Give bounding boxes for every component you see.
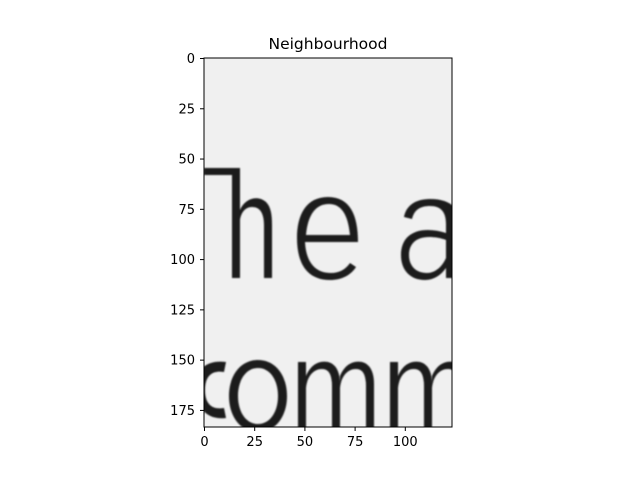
y-tick-label: 25 (178, 102, 195, 117)
glyph-h-arch (240, 198, 272, 278)
y-tick-label: 100 (170, 253, 195, 268)
y-tick-label: 125 (170, 303, 195, 318)
axes-frame (203, 57, 453, 428)
y-tick-label: 0 (187, 52, 195, 67)
glyph-h-stem (232, 168, 240, 278)
scanned-text (204, 168, 452, 427)
x-tick-label: 75 (347, 435, 364, 450)
glyph-e (297, 197, 358, 280)
y-tick-label: 150 (170, 354, 195, 369)
glyph-m1-stem (298, 362, 306, 427)
x-tick-label: 50 (297, 435, 314, 450)
y-tick-label: 50 (178, 153, 195, 168)
x-tick-label: 0 (200, 435, 208, 450)
glyph-m2-arch-1 (398, 361, 432, 427)
glyph-a (401, 199, 452, 280)
y-tick-label: 75 (178, 203, 195, 218)
image-area (204, 58, 452, 427)
x-tick-label: 25 (246, 435, 263, 450)
glyph-m1-arch-1 (306, 361, 340, 427)
chart-title: Neighbourhood (269, 35, 388, 53)
y-tick-label: 175 (170, 404, 195, 419)
glyph-m2-stem (390, 362, 398, 427)
glyph-m2-arch-2 (432, 361, 452, 388)
glyph-T-bar (204, 168, 232, 175)
x-tick-label: 100 (393, 435, 418, 450)
glyph-m1-arch-2 (340, 361, 374, 427)
x-axis: 0 25 50 75 100 (200, 427, 418, 450)
y-axis: 0 25 50 75 100 125 150 175 (170, 52, 204, 419)
glyph-c (204, 361, 226, 419)
